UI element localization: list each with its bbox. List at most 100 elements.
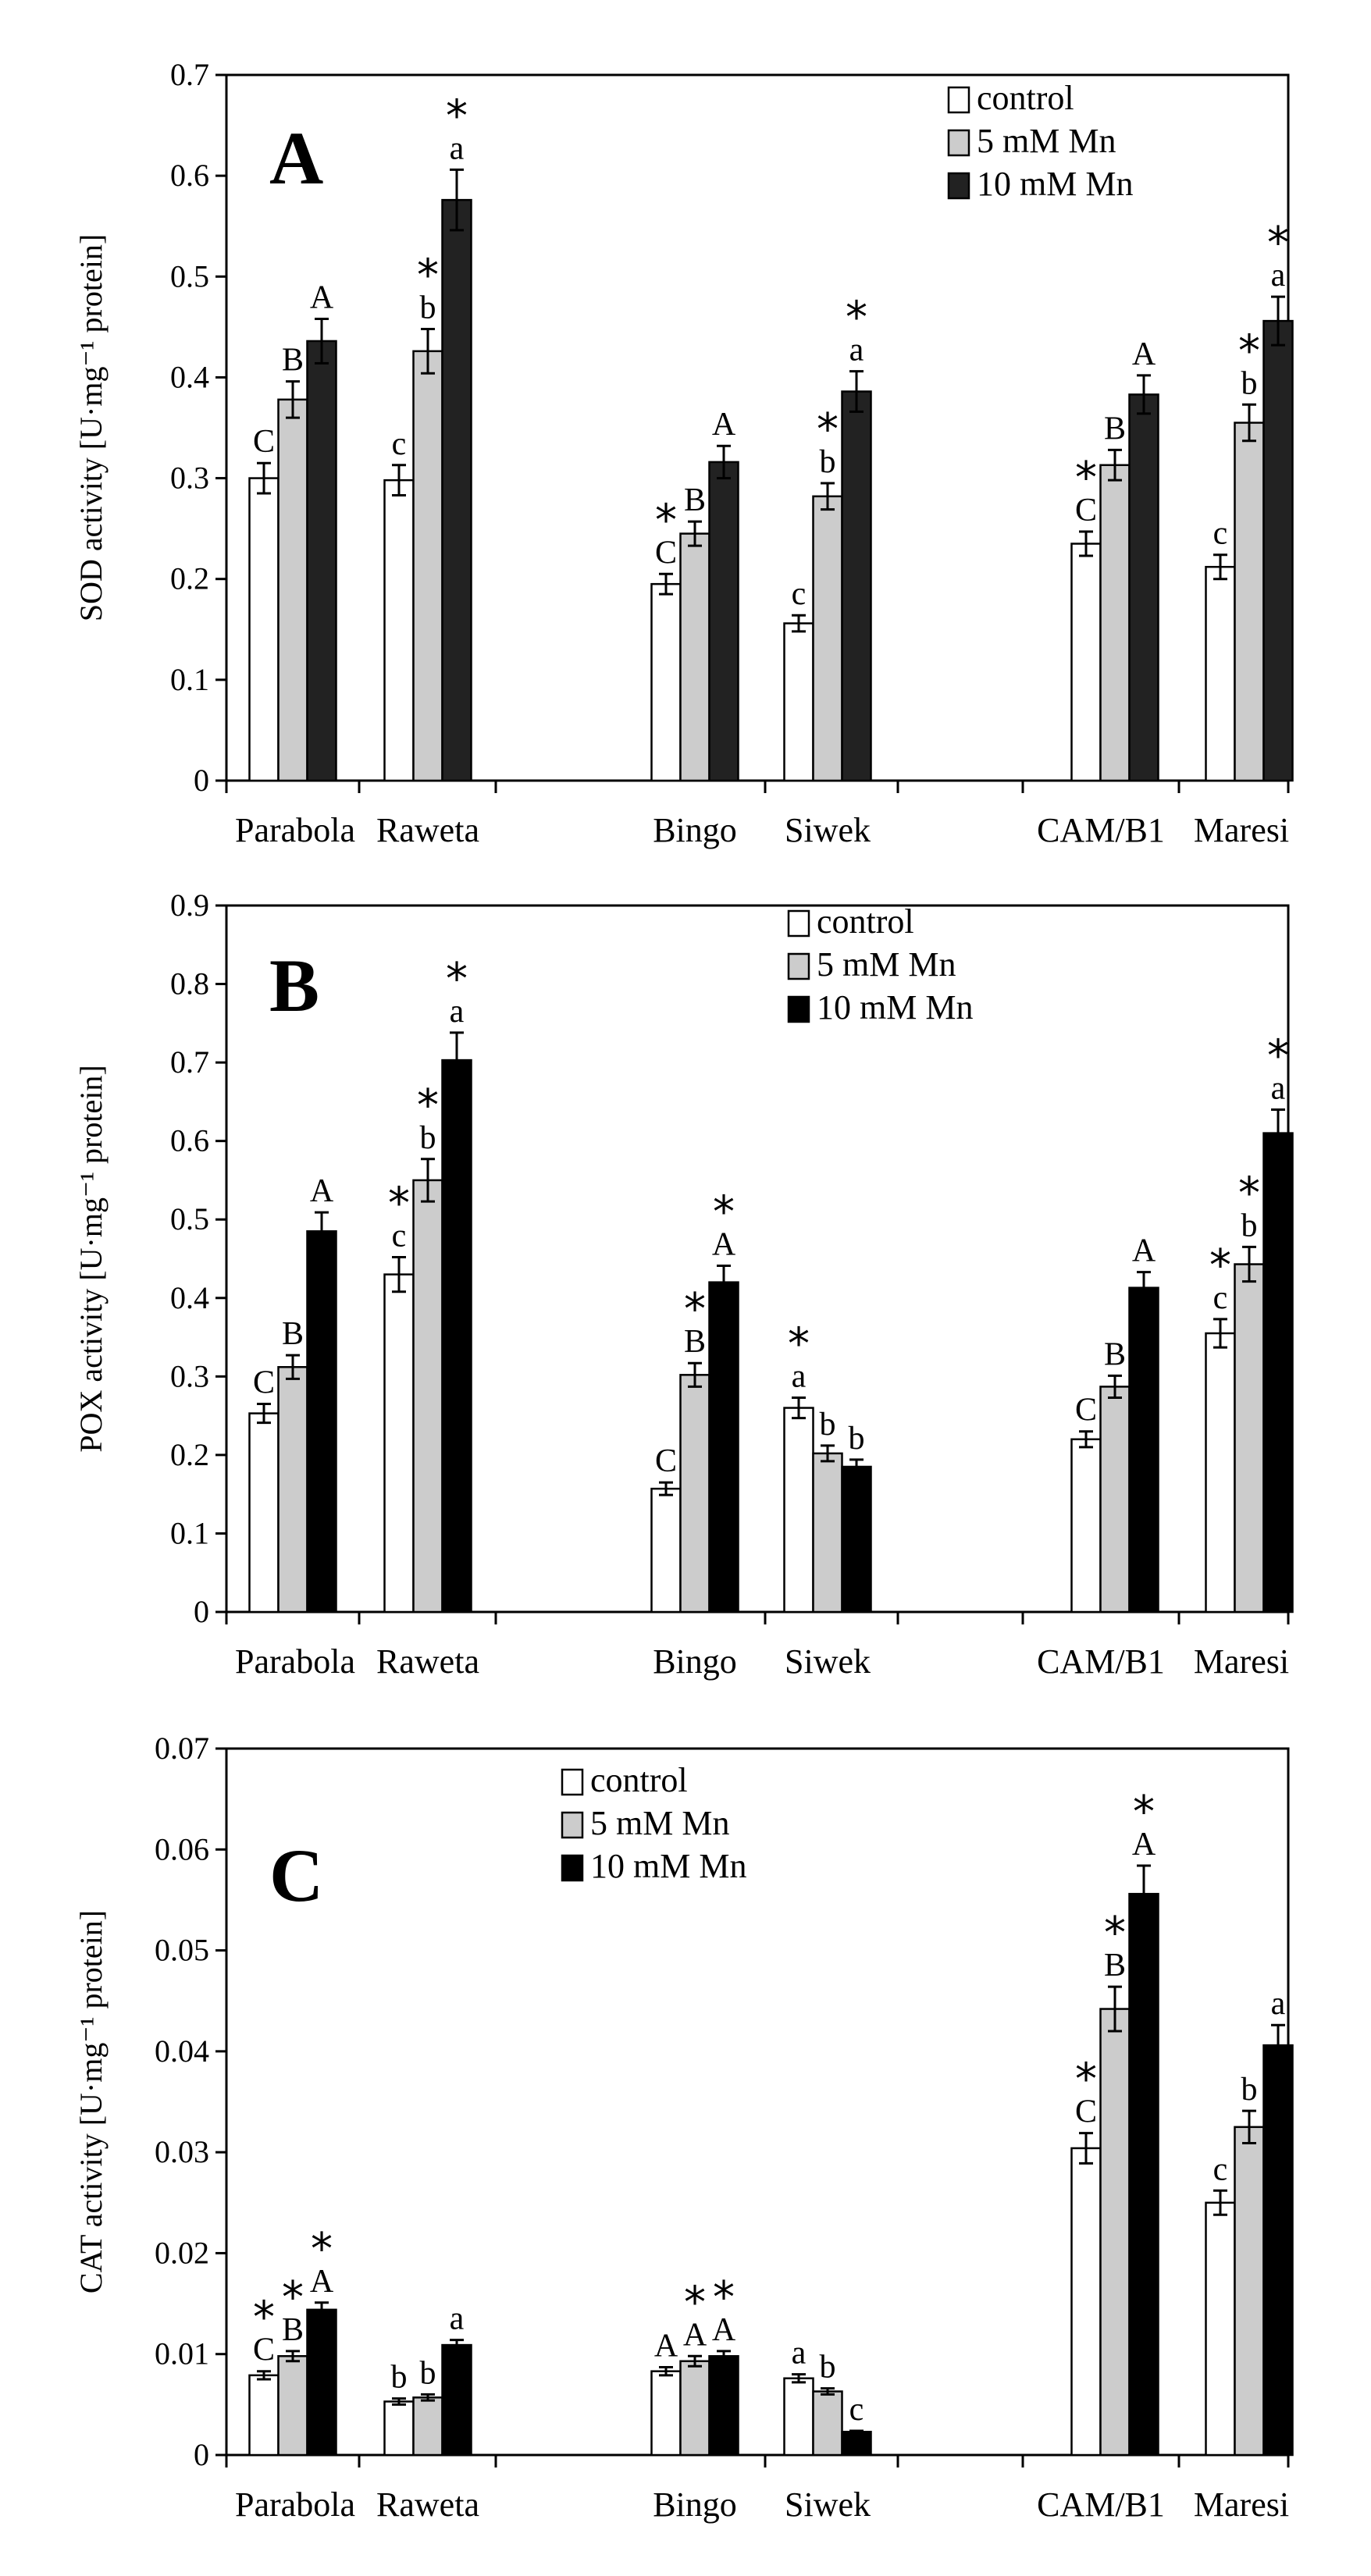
significance-letter: A (712, 1227, 736, 1263)
y-tick-label: 0.4 (170, 1280, 209, 1315)
bar (679, 1374, 710, 1614)
x-category-label: Maresi (1194, 2485, 1289, 2524)
bar (1234, 1263, 1265, 1614)
bar (1234, 2126, 1265, 2457)
bar (412, 350, 443, 782)
significance-star: * (311, 2224, 333, 2275)
legend-swatch (947, 172, 970, 200)
x-category-label: Parabola (235, 2485, 355, 2524)
significance-letter: a (849, 333, 864, 368)
legend-label: 5 mM Mn (977, 122, 1116, 160)
significance-letter: C (1075, 1393, 1097, 1429)
significance-letter: A (654, 2329, 678, 2364)
significance-star: * (1267, 218, 1289, 269)
bar (1205, 2201, 1236, 2457)
x-category-label: Bingo (653, 811, 737, 849)
x-category-label: Raweta (376, 1642, 479, 1681)
bar (679, 2360, 710, 2457)
panel-c: 0 0.01 0.02 0.03 0.04 0.05 0.06 0.07 CAT activit… (73, 1731, 1294, 2524)
y-tick-label: 0.8 (170, 966, 209, 1002)
significance-letter: C (253, 2332, 275, 2368)
bar (277, 398, 308, 782)
x-category-label: Maresi (1194, 811, 1289, 849)
significance-letter: A (310, 280, 334, 316)
legend-label: control (817, 902, 914, 941)
significance-letter: B (1104, 1948, 1126, 1984)
x-category-label: CAM/B1 (1037, 811, 1165, 849)
bar (841, 390, 872, 782)
x-category-label: CAM/B1 (1037, 1642, 1165, 1681)
significance-star: * (684, 2277, 706, 2328)
significance-letter: C (1075, 493, 1097, 528)
x-category-label: Raweta (376, 811, 479, 849)
legend-swatch (947, 86, 970, 114)
significance-star: * (1133, 1787, 1155, 1838)
y-tick-label: 0.6 (170, 158, 209, 193)
significance-star: * (1075, 453, 1097, 503)
significance-letter: B (684, 1324, 706, 1360)
y-tick-label: 0.4 (170, 359, 209, 394)
legend-swatch (561, 1811, 584, 1839)
y-tick-label: 0 (194, 1594, 209, 1629)
y-axis-label: SOD activity [U·mg⁻¹ protein] (73, 234, 109, 621)
significance-star: * (1267, 1030, 1289, 1081)
bar (650, 1487, 682, 1614)
significance-star: * (817, 404, 839, 455)
bar (383, 479, 415, 782)
significance-letter: A (712, 2312, 736, 2348)
significance-star: * (282, 2272, 304, 2323)
bar (441, 2343, 472, 2457)
bar (1205, 565, 1236, 782)
significance-star: * (446, 91, 468, 141)
y-tick-label: 0.04 (155, 2033, 209, 2069)
legend-swatch (947, 129, 970, 157)
legend-swatch (561, 1768, 584, 1796)
legend-label: 10 mM Mn (977, 165, 1133, 203)
significance-letter: a (792, 2336, 807, 2371)
panel-a: 0 0.1 0.2 0.3 0.4 0.5 0.6 0.7 SOD activity [U·mg… (73, 57, 1294, 849)
bar (708, 2355, 739, 2457)
bar (277, 2355, 308, 2457)
significance-letter: a (450, 2301, 465, 2337)
significance-letter: B (282, 343, 304, 379)
significance-letter: b (1241, 1208, 1258, 1244)
significance-star: * (1075, 2055, 1097, 2105)
legend-label: 10 mM Mn (817, 988, 973, 1026)
legend-swatch (787, 952, 810, 980)
significance-letter: C (253, 1365, 275, 1401)
y-tick-label: 0.1 (170, 1515, 209, 1550)
significance-star: * (788, 1318, 810, 1369)
bar (1099, 464, 1131, 782)
bar (1128, 1286, 1159, 1614)
y-tick-label: 0.7 (170, 57, 209, 92)
bar (783, 2377, 814, 2457)
significance-letter: b (420, 1120, 436, 1156)
significance-star: * (1209, 1240, 1231, 1291)
significance-letter: C (655, 535, 677, 571)
significance-star: * (655, 495, 677, 546)
bar (277, 1366, 308, 1614)
panel-b: 0 0.1 0.2 0.3 0.4 0.5 0.6 0.7 0.8 0.9 POX activity… (73, 888, 1294, 1681)
significance-star: * (446, 954, 468, 1005)
significance-letter: C (1075, 2094, 1097, 2130)
significance-letter: b (420, 2355, 436, 2391)
significance-letter: A (683, 2317, 707, 2353)
significance-letter: b (820, 2350, 836, 2386)
bar (441, 198, 472, 782)
legend-label: 5 mM Mn (817, 945, 956, 984)
y-tick-label: 0.5 (170, 1201, 209, 1236)
significance-letter: a (1271, 258, 1286, 294)
x-category-label: Maresi (1194, 1642, 1289, 1681)
bar (441, 1059, 472, 1614)
x-category-label: Siwek (785, 1642, 871, 1681)
significance-letter: b (820, 444, 836, 480)
significance-star: * (713, 2272, 735, 2323)
bar (1262, 1132, 1294, 1614)
x-category-label: Raweta (376, 2485, 479, 2524)
y-tick-label: 0.9 (170, 888, 209, 923)
significance-star: * (417, 250, 439, 301)
bar (248, 477, 280, 782)
bar (708, 1281, 739, 1614)
significance-letter: A (1132, 1827, 1156, 1863)
y-tick-label: 0.6 (170, 1123, 209, 1158)
